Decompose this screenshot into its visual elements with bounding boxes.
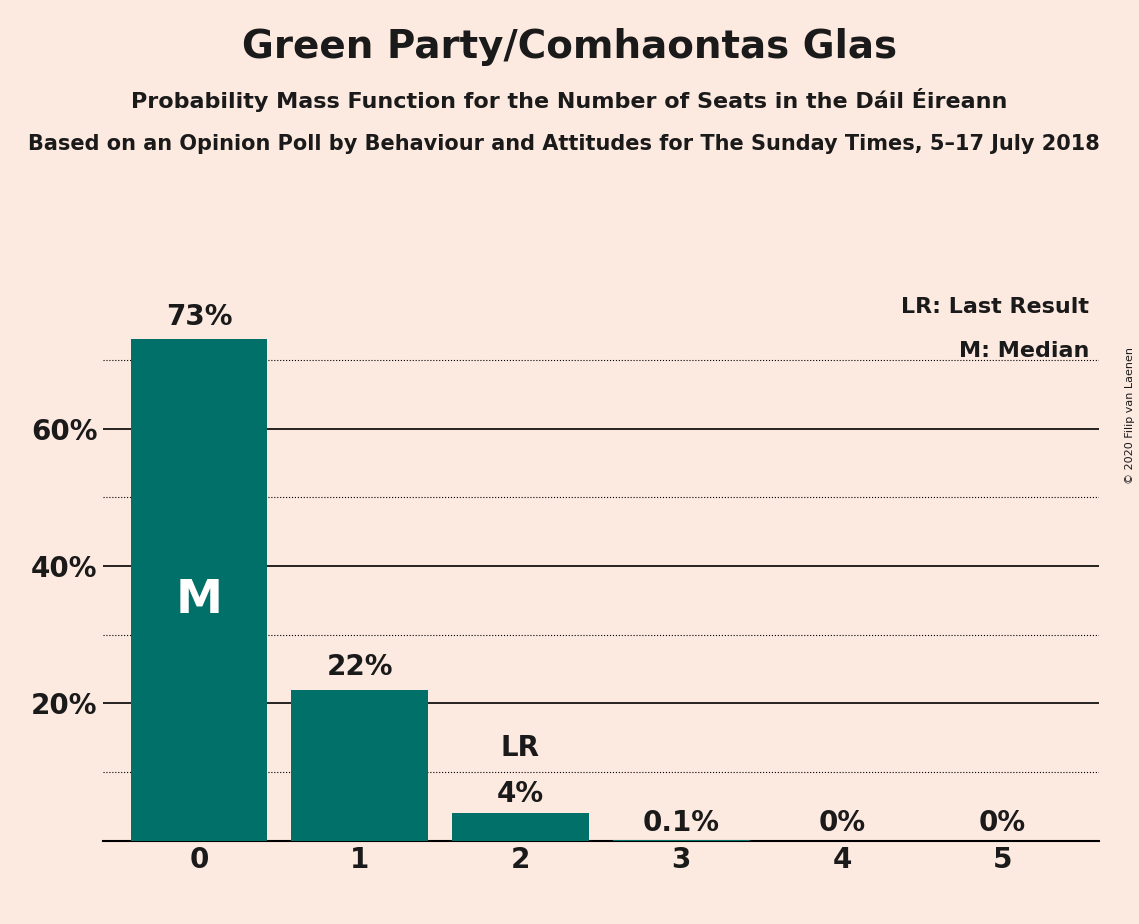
Bar	[452, 813, 589, 841]
Text: © 2020 Filip van Laenen: © 2020 Filip van Laenen	[1125, 347, 1134, 484]
Text: M: M	[175, 578, 222, 623]
Text: Green Party/Comhaontas Glas: Green Party/Comhaontas Glas	[241, 28, 898, 66]
Text: 73%: 73%	[165, 303, 232, 331]
Text: 0%: 0%	[819, 809, 866, 837]
Text: 4%: 4%	[497, 780, 544, 808]
Bar	[292, 689, 428, 841]
Text: LR: LR	[501, 734, 540, 761]
Text: LR: Last Result: LR: Last Result	[901, 297, 1089, 317]
Text: 0%: 0%	[980, 809, 1026, 837]
Bar	[131, 339, 268, 841]
Text: M: Median: M: Median	[959, 341, 1089, 360]
Text: 22%: 22%	[327, 653, 393, 681]
Text: 0.1%: 0.1%	[642, 808, 720, 837]
Text: Based on an Opinion Poll by Behaviour and Attitudes for The Sunday Times, 5–17 J: Based on an Opinion Poll by Behaviour an…	[28, 134, 1100, 154]
Text: Probability Mass Function for the Number of Seats in the Dáil Éireann: Probability Mass Function for the Number…	[131, 88, 1008, 112]
